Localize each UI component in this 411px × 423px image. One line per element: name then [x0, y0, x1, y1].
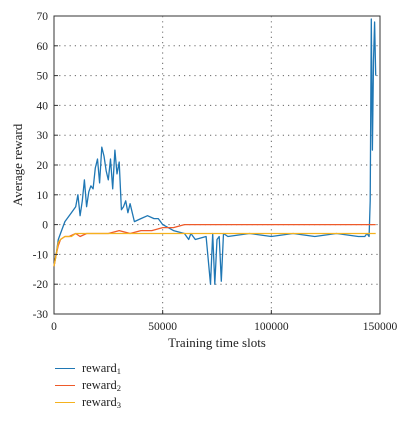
y-axis-ticks: -30 -20 -10 0 10 20 30 40 50 60 70	[33, 11, 58, 321]
series-layer	[53, 18, 377, 285]
legend-swatch-reward1	[55, 368, 75, 369]
grid	[54, 16, 380, 314]
x-axis-ticks: 0 50000 100000 150000	[51, 310, 398, 333]
x-tick-label-2: 100000	[254, 321, 289, 333]
y-tick-label-2: -10	[33, 249, 49, 261]
series-line-reward3	[53, 232, 376, 267]
legend-label-reward2: reward2	[82, 378, 121, 393]
legend-swatch-reward2	[55, 385, 75, 386]
y-tick-label-9: 60	[37, 41, 49, 53]
legend-item-reward1: reward1	[55, 360, 215, 377]
y-tick-label-6: 30	[37, 130, 49, 142]
plot-frame	[53, 15, 381, 315]
legend-swatch-reward3	[55, 402, 75, 403]
x-tick-label-0: 0	[51, 321, 57, 333]
legend-item-reward3: reward3	[55, 394, 215, 411]
y-tick-label-0: -30	[33, 309, 49, 321]
y-tick-label-5: 20	[37, 160, 49, 172]
series-line-reward1	[53, 18, 377, 285]
series-line-reward2	[53, 223, 376, 267]
y-tick-label-3: 0	[42, 220, 48, 232]
y-tick-label-7: 40	[37, 100, 49, 112]
y-tick-label-1: -20	[33, 279, 49, 291]
legend-label-reward1: reward1	[82, 361, 121, 376]
legend-label-reward3: reward3	[82, 395, 121, 410]
y-axis-label: Average reward	[10, 123, 25, 206]
x-tick-label-1: 50000	[148, 321, 177, 333]
x-tick-label-3: 150000	[363, 321, 398, 333]
y-tick-label-10: 70	[37, 11, 49, 23]
y-tick-label-4: 10	[37, 190, 49, 202]
chart: 0 50000 100000 150000 -30 -20 -10 0 10 20 30 40 50 6…	[10, 11, 398, 350]
x-axis-label: Training time slots	[168, 335, 266, 350]
legend: reward1 reward2 reward3	[55, 360, 215, 411]
legend-item-reward2: reward2	[55, 377, 215, 394]
y-tick-label-8: 50	[37, 71, 49, 83]
